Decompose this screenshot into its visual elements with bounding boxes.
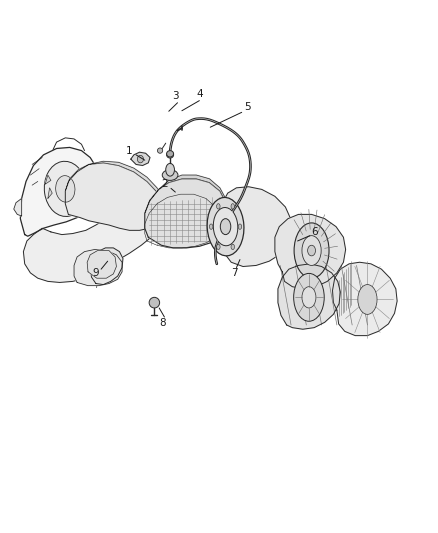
Ellipse shape (209, 224, 213, 229)
Text: 3: 3 (172, 91, 179, 101)
Ellipse shape (293, 273, 324, 321)
Ellipse shape (302, 236, 321, 265)
Ellipse shape (358, 285, 377, 314)
Ellipse shape (166, 151, 173, 157)
Polygon shape (145, 179, 227, 248)
Polygon shape (278, 264, 340, 329)
Ellipse shape (238, 224, 242, 229)
Text: 5: 5 (244, 102, 251, 112)
Polygon shape (131, 152, 150, 165)
Ellipse shape (231, 204, 234, 209)
Polygon shape (275, 214, 346, 289)
Text: 4: 4 (196, 88, 203, 99)
Ellipse shape (56, 176, 75, 202)
Ellipse shape (231, 244, 234, 249)
Ellipse shape (166, 164, 174, 176)
Polygon shape (20, 148, 99, 236)
Ellipse shape (149, 297, 159, 308)
Ellipse shape (166, 152, 173, 158)
Polygon shape (14, 198, 21, 216)
Ellipse shape (213, 207, 238, 246)
Text: 9: 9 (92, 268, 99, 278)
Text: 8: 8 (159, 318, 166, 328)
Ellipse shape (157, 148, 162, 154)
Ellipse shape (307, 245, 315, 256)
Polygon shape (74, 249, 122, 286)
Polygon shape (332, 262, 397, 336)
Polygon shape (65, 161, 161, 204)
Ellipse shape (217, 204, 220, 209)
Polygon shape (90, 248, 123, 285)
Ellipse shape (217, 244, 220, 249)
Ellipse shape (220, 219, 231, 235)
Text: 2: 2 (161, 179, 168, 189)
Ellipse shape (207, 197, 244, 256)
Polygon shape (23, 214, 150, 282)
Ellipse shape (162, 169, 178, 180)
Ellipse shape (294, 223, 329, 278)
Polygon shape (87, 251, 117, 278)
Polygon shape (65, 163, 161, 230)
Ellipse shape (44, 161, 86, 216)
Ellipse shape (138, 156, 144, 163)
Ellipse shape (302, 287, 316, 308)
Polygon shape (48, 188, 52, 198)
Polygon shape (45, 175, 51, 184)
Text: 7: 7 (231, 268, 237, 278)
Polygon shape (145, 175, 227, 214)
Text: 1: 1 (126, 146, 133, 156)
Polygon shape (220, 187, 291, 266)
Text: 6: 6 (312, 227, 318, 237)
